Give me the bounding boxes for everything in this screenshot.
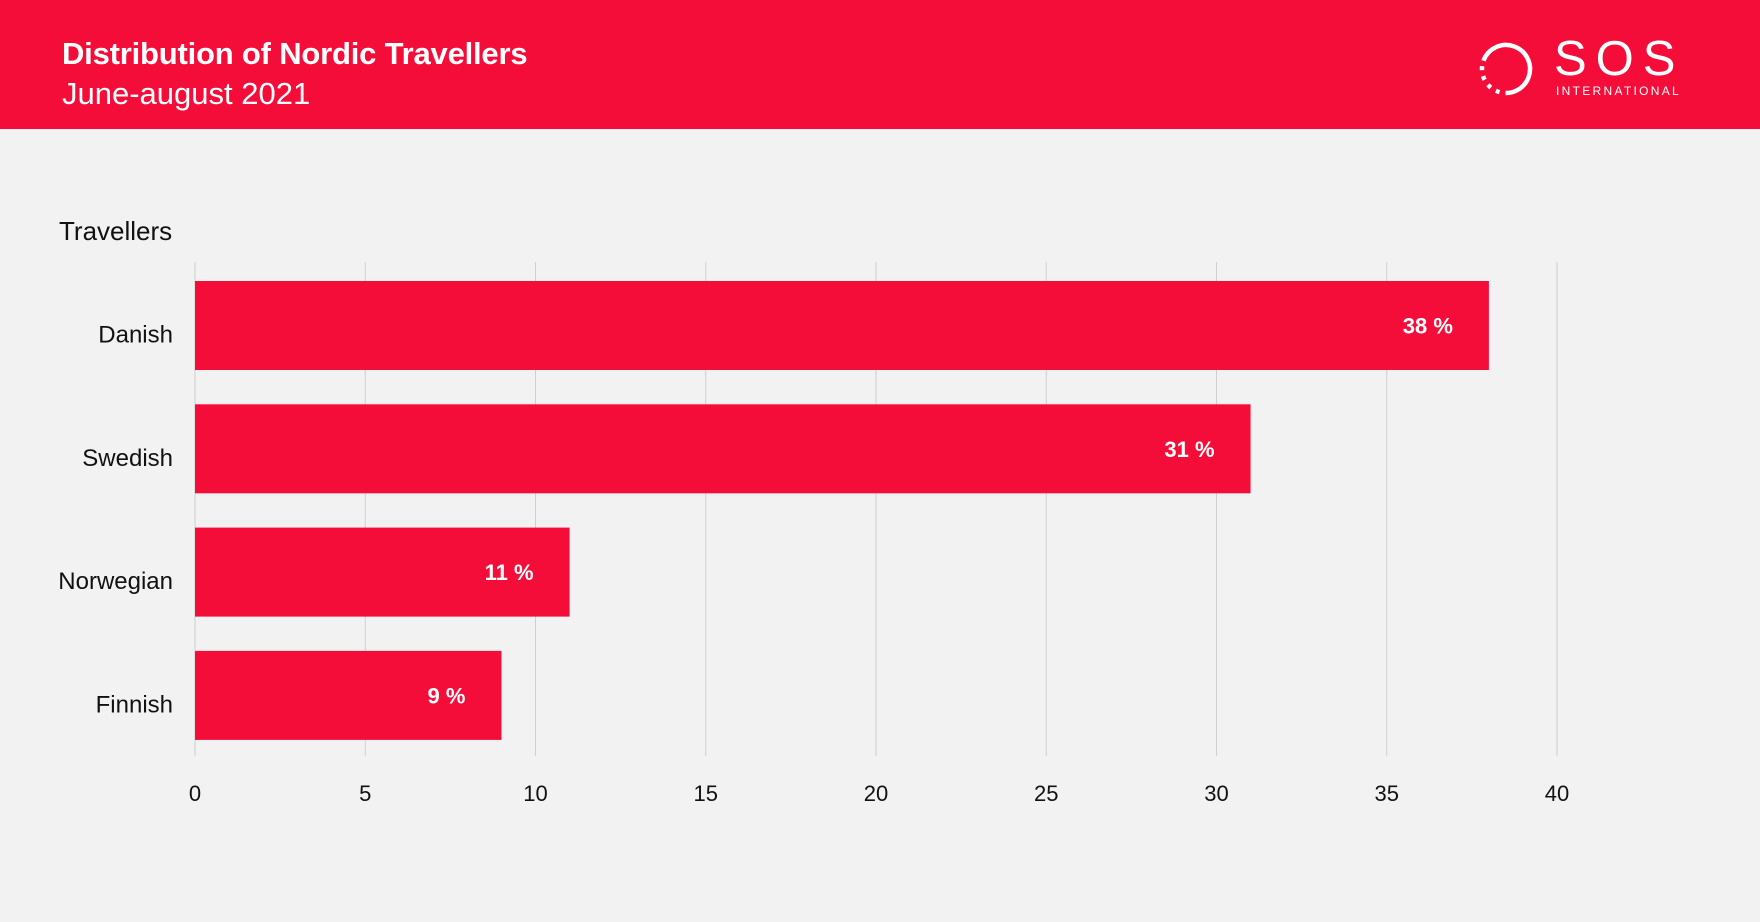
category-label: Swedish [82, 445, 173, 472]
sos-logo: SOS INTERNATIONAL [1478, 34, 1698, 102]
data-label: 11 % [485, 560, 534, 585]
x-tick-label: 25 [1034, 781, 1058, 806]
data-label: 31 % [1164, 437, 1214, 462]
category-label: Finnish [96, 691, 173, 718]
bar [195, 527, 570, 617]
x-tick-label: 10 [523, 781, 547, 806]
bar [195, 404, 1251, 494]
data-label: 9 % [428, 683, 466, 708]
logo-subtitle: INTERNATIONAL [1556, 84, 1682, 98]
logo-ring-icon [1479, 42, 1533, 96]
category-label: Norwegian [58, 568, 173, 595]
page-title: Distribution of Nordic Travellers [62, 36, 528, 71]
x-tick-label: 15 [694, 781, 718, 806]
data-label: 38 % [1403, 314, 1453, 339]
x-tick-label: 40 [1545, 781, 1569, 806]
x-tick-label: 0 [189, 781, 201, 806]
category-label: Danish [98, 322, 173, 349]
x-tick-label: 35 [1375, 781, 1399, 806]
x-tick-label: 30 [1204, 781, 1228, 806]
page-subtitle: June-august 2021 [62, 76, 311, 111]
logo-word: SOS [1554, 32, 1685, 86]
header-banner: Distribution of Nordic Travellers June-a… [0, 0, 1760, 129]
x-tick-label: 5 [359, 781, 371, 806]
x-tick-label: 20 [864, 781, 888, 806]
bar [195, 650, 502, 740]
y-axis-title: Travellers [59, 216, 173, 246]
bar [195, 281, 1489, 370]
